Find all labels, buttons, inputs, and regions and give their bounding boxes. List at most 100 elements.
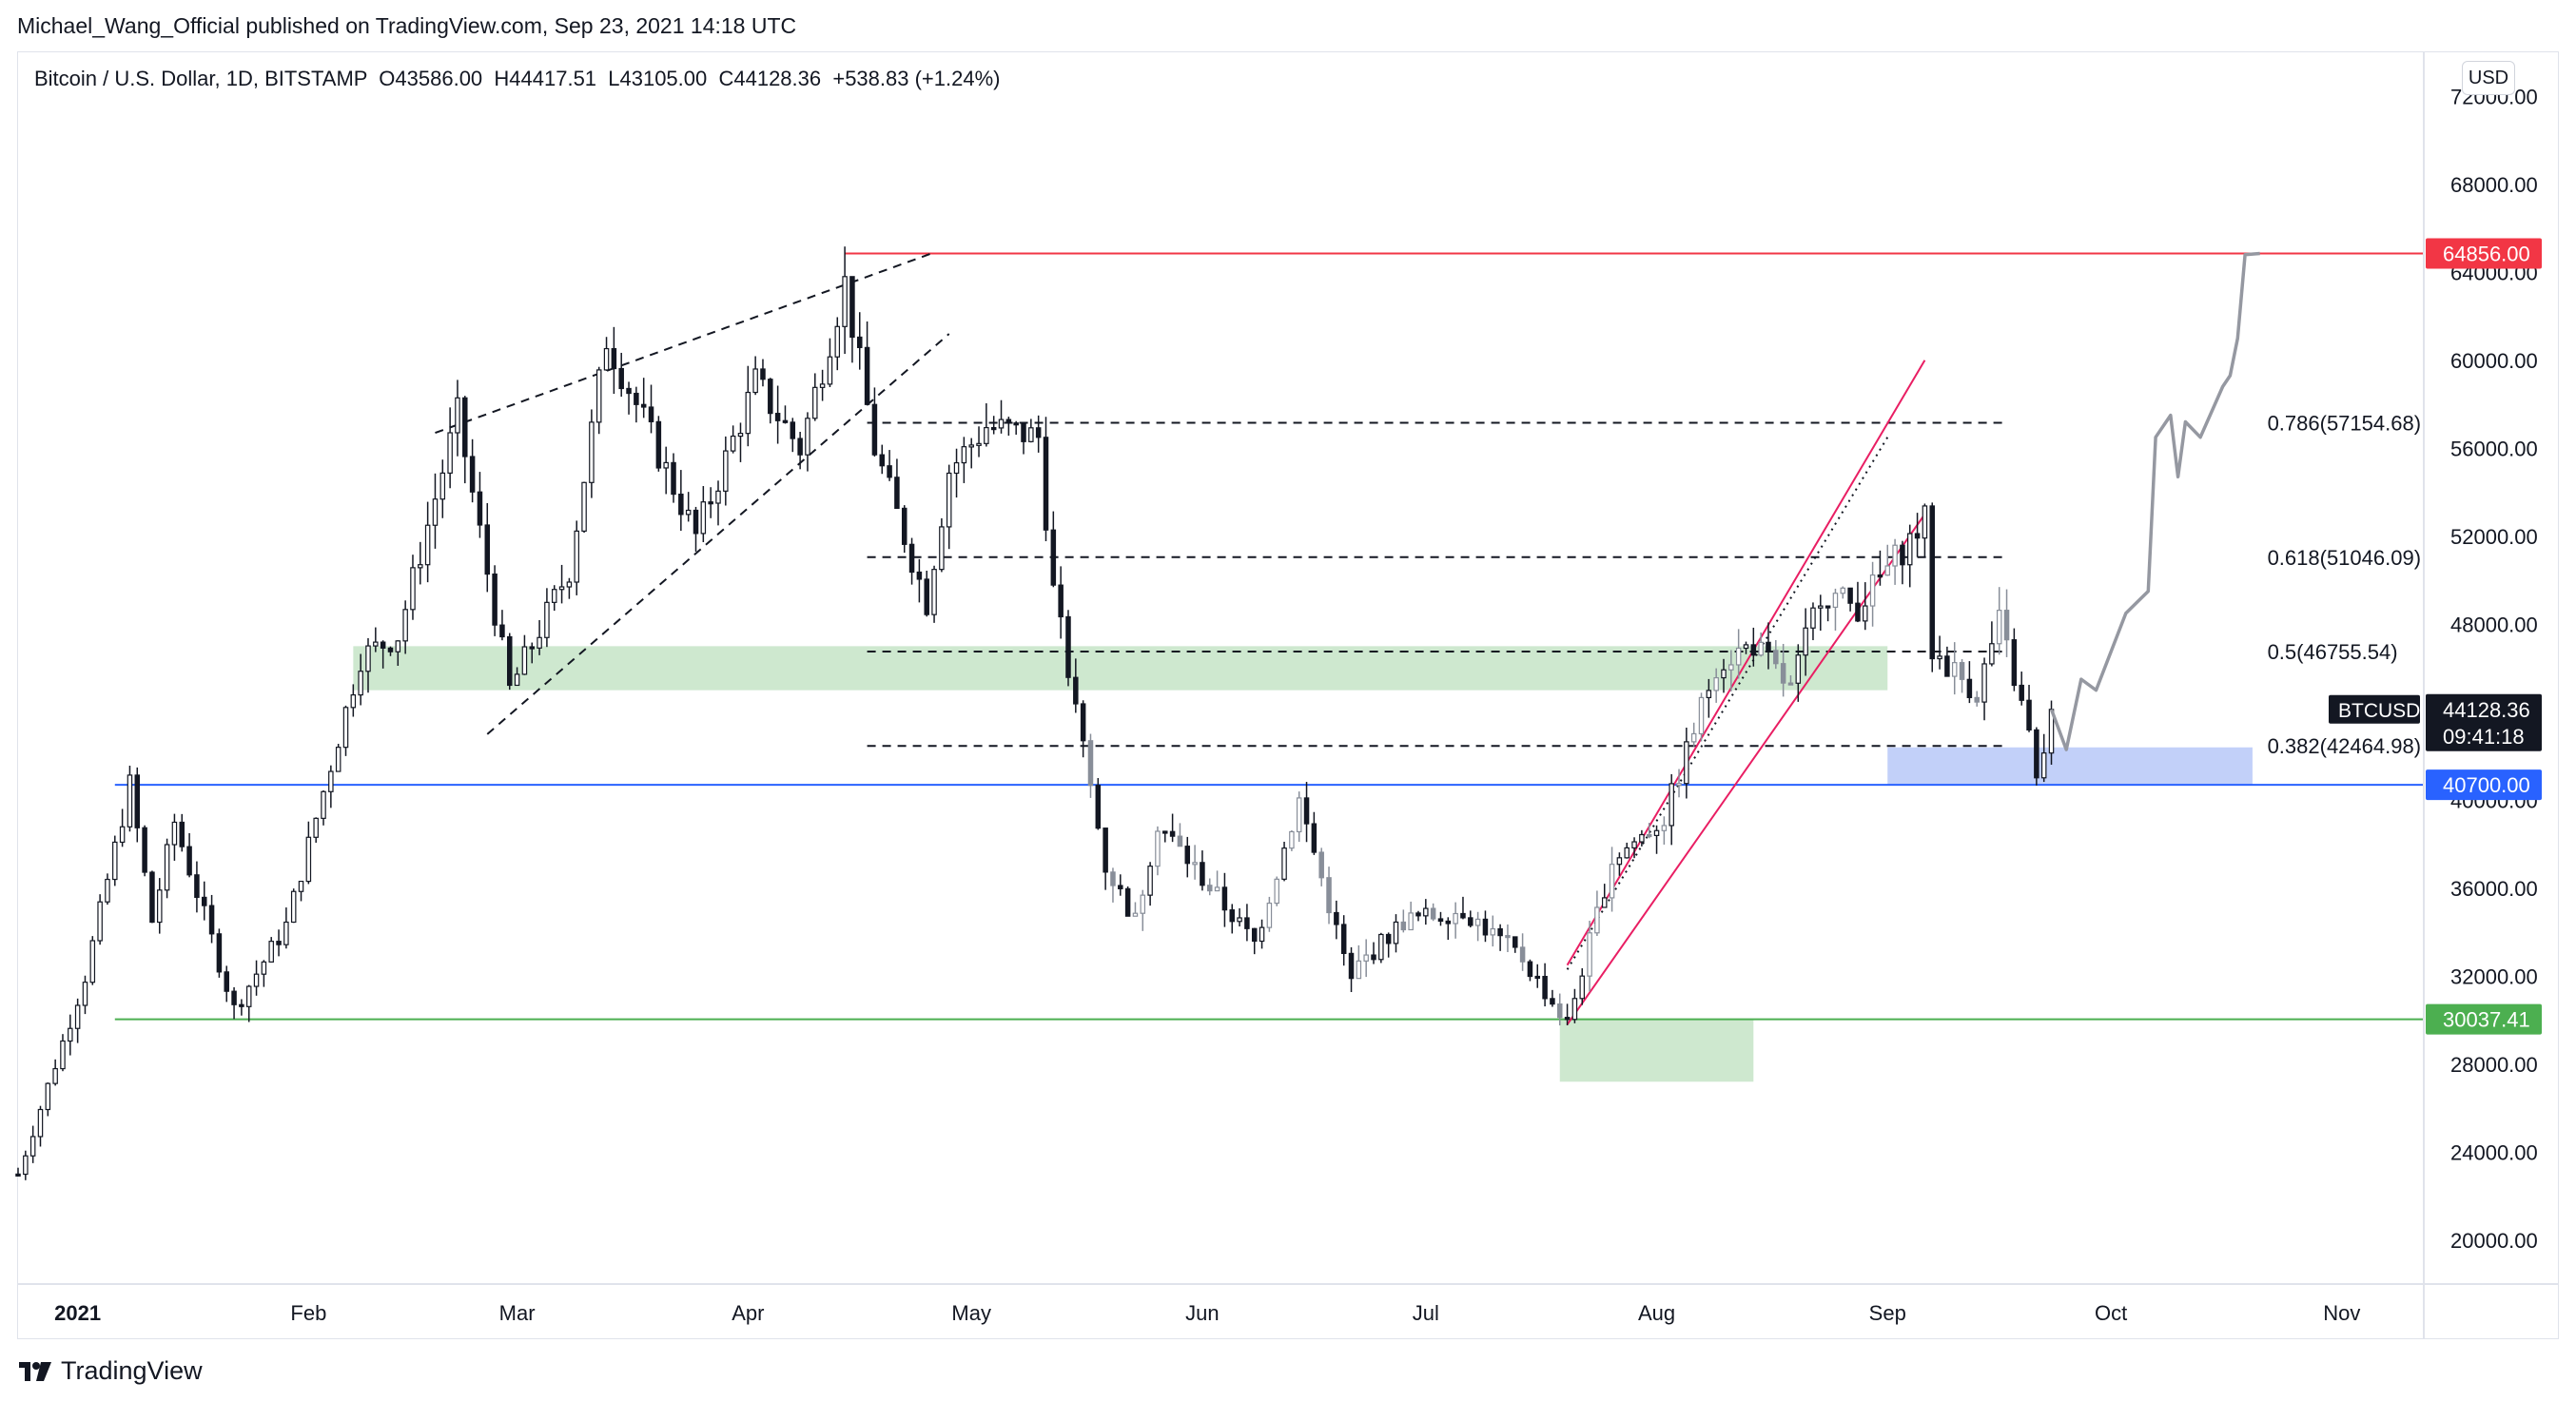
- candle-body: [1929, 505, 1935, 660]
- candle-body: [290, 890, 297, 924]
- tradingview-logo[interactable]: TradingView: [17, 1356, 203, 1386]
- candle-body: [1043, 437, 1049, 531]
- candle-body: [1974, 696, 1980, 703]
- candle-body: [1073, 676, 1079, 705]
- projection-path: [2049, 251, 2260, 751]
- candle-body: [1616, 857, 1623, 866]
- candle-body: [1200, 862, 1205, 886]
- candle-body: [1013, 422, 1019, 426]
- candle-body: [887, 465, 892, 478]
- candle-body: [127, 774, 133, 828]
- candle-body: [1474, 918, 1481, 926]
- candle-body: [1937, 655, 1942, 660]
- candle-body: [879, 454, 886, 467]
- price-tick-label: 32000.00: [2450, 964, 2538, 988]
- candle-body: [1289, 830, 1295, 849]
- candle-body: [1490, 927, 1496, 936]
- candle-body: [60, 1040, 66, 1070]
- candle-body: [231, 990, 237, 1005]
- candle-body: [1690, 732, 1697, 743]
- candle-body: [335, 747, 342, 772]
- candle-body: [946, 472, 952, 528]
- candle-body: [1832, 593, 1839, 609]
- candle-body: [1512, 936, 1518, 948]
- candle-body: [1162, 830, 1168, 834]
- candle-body: [685, 509, 692, 516]
- candle-body: [1118, 885, 1123, 889]
- candle-body: [97, 901, 103, 942]
- candle-body: [1534, 975, 1541, 980]
- time-tick-label: Mar: [499, 1301, 536, 1325]
- candle-body: [1408, 912, 1414, 931]
- candle-body: [1981, 663, 1987, 703]
- candle-body: [790, 421, 796, 439]
- price-tick-label: 68000.00: [2450, 173, 2538, 197]
- chart-area[interactable]: [17, 51, 2559, 1339]
- candle-body: [373, 641, 379, 647]
- candle-body: [1877, 574, 1883, 578]
- candle-body: [1594, 906, 1600, 934]
- price-axis: 20000.00 24000.00 28000.00 32000.00 36000.00…: [2329, 52, 2542, 1339]
- candle-body: [112, 841, 118, 881]
- candle-body: [1773, 650, 1779, 665]
- zone-1: [1559, 1020, 1754, 1082]
- time-axis: 2021 Feb Mar Apr May Jun Jul Aug Sep Oct Nov: [18, 1283, 2559, 1325]
- level-badge-label-1: 40700.00: [2443, 773, 2530, 797]
- fibonacci-levels: 0.786(57154.68) 0.618(51046.09) 0.5(46755.…: [867, 412, 2421, 758]
- candle-body: [105, 878, 110, 903]
- candle-body: [827, 356, 833, 385]
- candle-body: [239, 1003, 244, 1007]
- time-tick-label: 2021: [54, 1301, 101, 1325]
- candle-body: [82, 982, 88, 1006]
- candle-body: [2019, 684, 2024, 701]
- candle-body: [171, 821, 178, 846]
- candle-body: [797, 438, 803, 456]
- candle-body: [640, 403, 647, 408]
- candle-body: [1571, 998, 1578, 1021]
- price-tick-label: 56000.00: [2450, 437, 2538, 460]
- candle-body: [224, 971, 229, 992]
- candle-body: [1177, 835, 1183, 847]
- candle-body: [1430, 907, 1436, 920]
- last-price-badge: [2426, 693, 2542, 751]
- candle-body: [1303, 797, 1310, 825]
- candle-body: [589, 421, 595, 483]
- candle-body: [1564, 1017, 1571, 1021]
- candle-body: [1110, 871, 1116, 886]
- candle-body: [1519, 946, 1526, 963]
- currency-badge[interactable]: USD: [2462, 61, 2515, 95]
- projection-line: [2049, 251, 2260, 751]
- time-tick-label: Aug: [1638, 1301, 1675, 1325]
- candle-body: [939, 526, 945, 571]
- candle-body: [1103, 828, 1108, 873]
- fib-label-0.786: 0.786(57154.68): [2268, 412, 2421, 436]
- candle-body: [1743, 644, 1749, 650]
- candle-body: [1423, 907, 1429, 917]
- candle-body: [1460, 912, 1466, 919]
- candle-body: [1244, 917, 1250, 929]
- price-tick-label: 20000.00: [2450, 1229, 2538, 1253]
- candle-body: [1631, 841, 1637, 849]
- candle-body: [157, 889, 163, 924]
- candle-body: [380, 641, 386, 649]
- candle-body: [1795, 654, 1802, 684]
- candle-body: [655, 420, 662, 469]
- candle-body: [805, 418, 810, 456]
- candle-body: [1863, 605, 1868, 622]
- candle-body: [693, 509, 699, 535]
- candle-body: [149, 871, 155, 924]
- candle-body: [68, 1027, 73, 1042]
- candle-body: [245, 985, 252, 1007]
- candle-body: [1087, 740, 1094, 787]
- candle-body: [558, 586, 565, 591]
- candle-body: [984, 426, 989, 444]
- candle-body: [1281, 847, 1287, 880]
- candle-body: [164, 844, 170, 891]
- candle-body: [1818, 605, 1824, 609]
- candle-body: [1803, 627, 1808, 656]
- last-price-value: 44128.36: [2443, 698, 2530, 722]
- candle-body: [611, 347, 617, 370]
- candle-body: [201, 896, 207, 906]
- candle-body: [1906, 533, 1913, 566]
